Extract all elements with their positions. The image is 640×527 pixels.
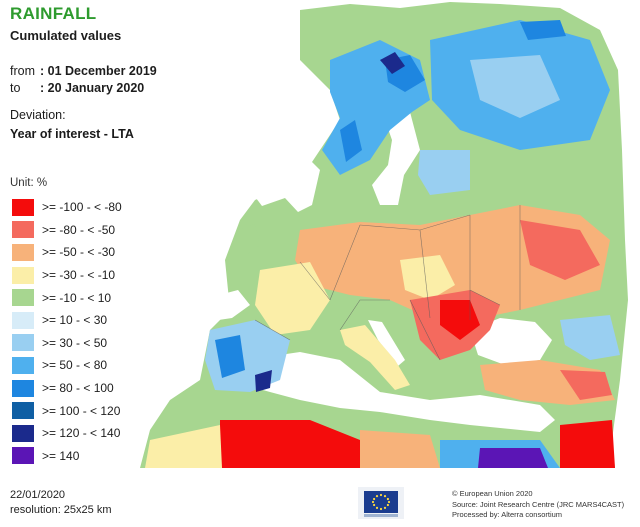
legend-item: >= 100 - < 120 [12,399,122,422]
resolution-label: resolution: 25x25 km [10,504,112,516]
deviation-label: Deviation: [10,108,66,122]
legend-label: >= -50 - < -30 [42,245,116,260]
legend-label: >= 80 - < 100 [42,381,114,396]
legend-label: >= 30 - < 50 [42,335,108,350]
country-borders [254,205,521,361]
legend-label: >= -30 - < -10 [42,268,116,283]
period-from-label: from [10,64,35,78]
legend-item: >= -80 - < -50 [12,219,122,242]
legend-swatch [12,334,34,352]
legend-swatch [12,221,34,239]
legend-item: >= -30 - < -10 [12,264,122,287]
period-from-value: : 01 December 2019 [40,64,157,78]
credit-copyright: © European Union 2020 [452,489,533,498]
legend-swatch [12,402,34,420]
deviation-value: Year of interest - LTA [10,127,134,141]
legend-item: >= -100 - < -80 [12,196,122,219]
legend-label: >= 10 - < 30 [42,313,108,328]
legend-swatch [12,198,34,216]
legend-label: >= 50 - < 80 [42,358,108,373]
legend-unit: Unit: % [10,177,48,189]
legend-label: >= 140 [42,448,80,463]
legend-swatch [12,379,34,397]
legend-item: >= 30 - < 50 [12,332,122,355]
legend-label: >= -100 - < -80 [42,200,122,215]
legend-swatch [12,424,34,442]
period-to: to : 20 January 2020 [10,81,157,98]
legend-label: >= 120 - < 140 [42,426,121,441]
map-subtitle: Cumulated values [10,28,122,43]
legend-item: >= 10 - < 30 [12,309,122,332]
legend-item: >= -10 - < 10 [12,286,122,309]
legend-item: >= 140 [12,445,122,468]
credit-source: Source: Joint Research Centre (JRC MARS4… [452,499,625,509]
legend-label: >= -10 - < 10 [42,290,112,305]
time-period: from : 01 December 2019 to : 20 January 20… [10,64,157,98]
legend-swatch [12,266,34,284]
issue-date: 22/01/2020 [10,489,66,501]
period-from: from : 01 December 2019 [10,64,157,81]
legend-label: >= 100 - < 120 [42,403,121,418]
legend-swatch [12,447,34,465]
period-to-value: : 20 January 2020 [40,81,145,95]
eu-flag-logo [358,487,404,519]
legend-item: >= 120 - < 140 [12,422,122,445]
legend-swatch [12,311,34,329]
map-title: RAINFALL [10,4,97,23]
legend-swatch [12,356,34,374]
seas [200,112,555,432]
credits: © European Union 2020 Source: Joint Rese… [452,489,624,521]
legend-label: >= -80 - < -50 [42,222,116,237]
anomaly-patches [145,20,620,468]
legend-item: >= -50 - < -30 [12,241,122,264]
legend-item: >= 50 - < 80 [12,354,122,377]
credit-processed-by: Processed by: Alterra consortium [452,510,563,519]
period-to-label: to [10,81,21,95]
legend-item: >= 80 - < 100 [12,377,122,400]
legend-swatch [12,243,34,261]
legend: >= -100 - < -80 >= -80 - < -50 >= -50 - < … [12,196,122,467]
legend-swatch [12,289,34,307]
